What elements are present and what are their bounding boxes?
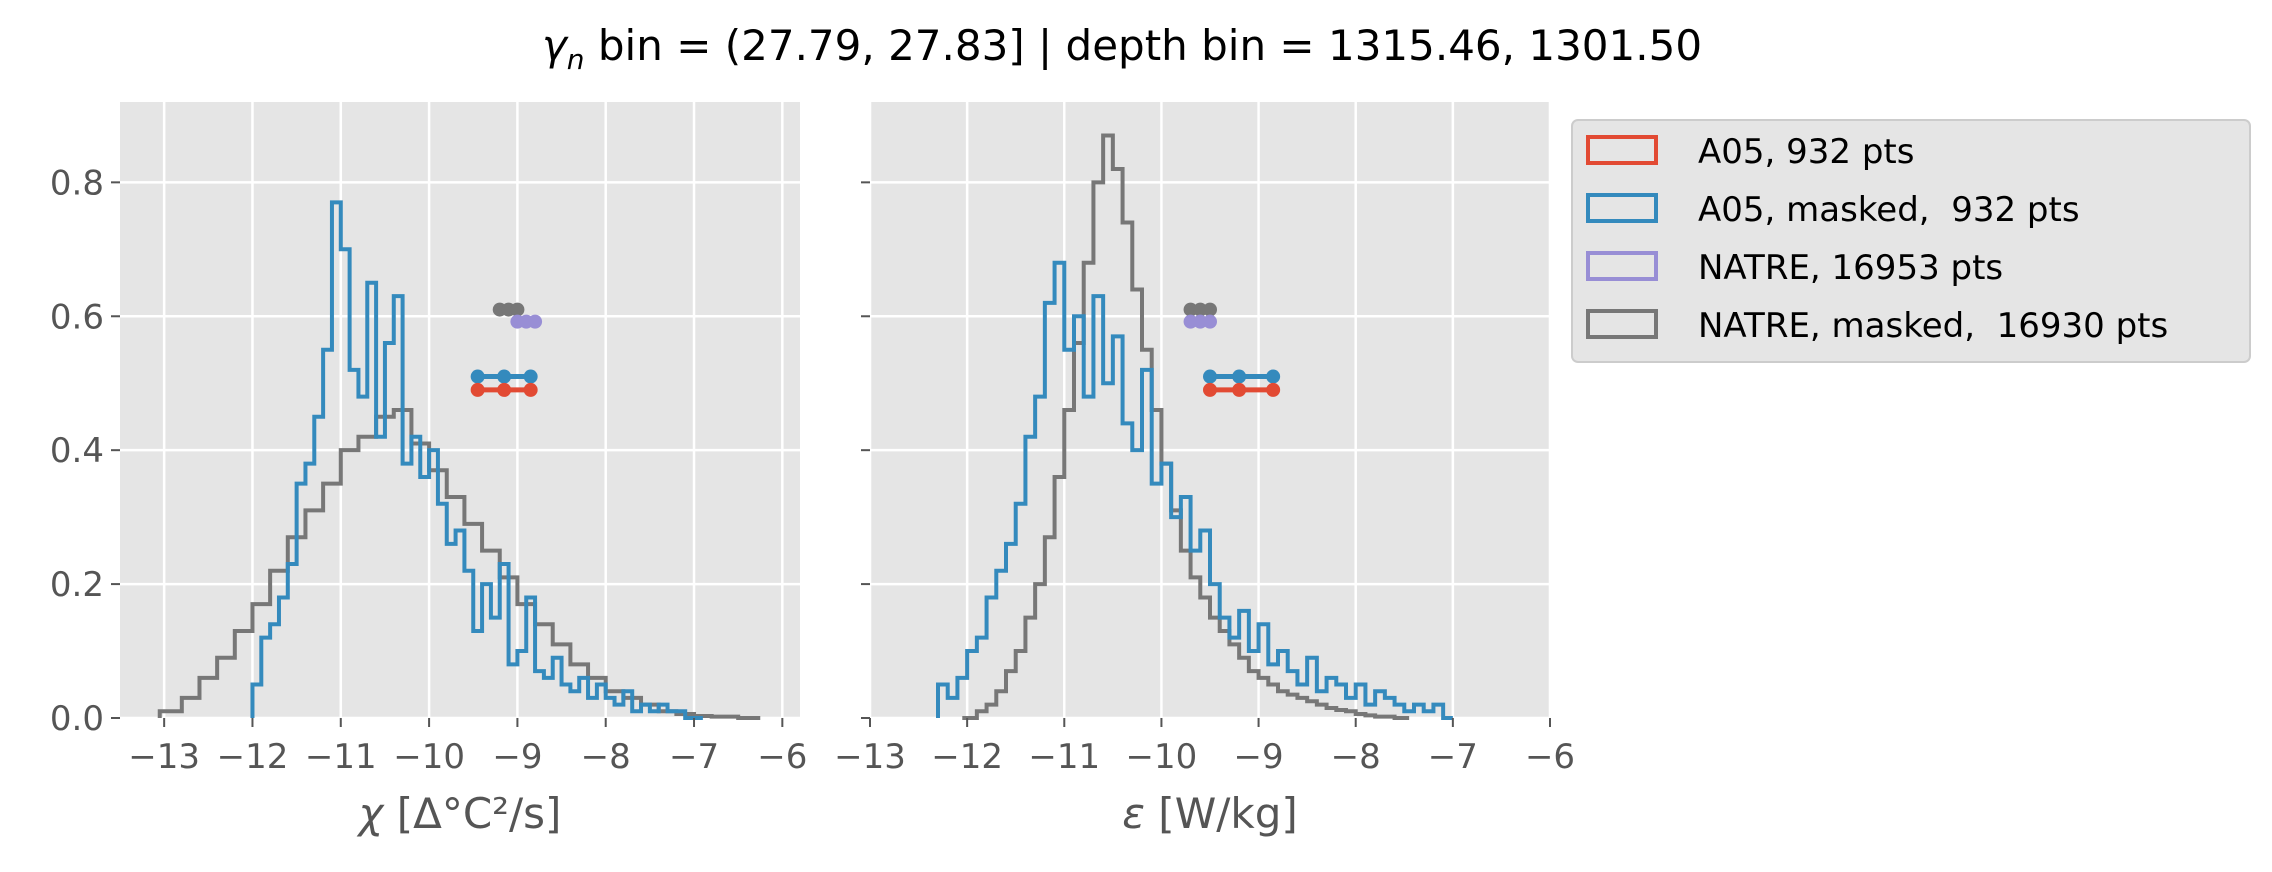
- histogram-step-line: [250, 200, 703, 720]
- percentile-marker: [1266, 369, 1281, 384]
- x-axis-label-units: [Δ°C²/s]: [383, 789, 561, 838]
- y-tick-label: 0.8: [50, 163, 104, 203]
- series-group: [157, 200, 761, 720]
- x-axis-label-symbol: ε: [1122, 789, 1145, 838]
- legend-swatch: [1586, 135, 1658, 165]
- percentile-marker: [1203, 302, 1217, 317]
- x-tick-label: −8: [581, 737, 631, 777]
- title-text: bin = (27.79, 27.83] | depth bin = 1315.…: [585, 21, 1703, 70]
- legend-swatch: [1586, 309, 1658, 339]
- legend-entry: A05, masked, 932 pts: [1586, 190, 2080, 230]
- y-tick-label: 0.4: [50, 431, 104, 471]
- legend-entry: NATRE, 16953 pts: [1586, 248, 2003, 288]
- y-tick-label: 0.6: [50, 297, 104, 337]
- percentile-marker: [1203, 369, 1217, 384]
- percentile-marker: [1183, 302, 1198, 317]
- percentile-marker: [1203, 382, 1217, 397]
- percentile-marker: [1232, 369, 1247, 384]
- legend-label: NATRE, 16953 pts: [1698, 248, 2003, 288]
- x-tick-label: −7: [669, 737, 719, 777]
- x-axis-label-units: [W/kg]: [1145, 789, 1298, 838]
- error-bars-group: [1183, 302, 1281, 397]
- x-tick-label: −12: [931, 737, 1003, 777]
- percentile-marker: [1193, 314, 1208, 329]
- x-axis-label-symbol: χ: [357, 789, 386, 838]
- histogram-step-line: [962, 133, 1410, 720]
- percentile-marker: [470, 382, 485, 397]
- percentile-marker: [1266, 382, 1281, 397]
- legend-entry: NATRE, masked, 16930 pts: [1586, 306, 2168, 346]
- x-tick-label: −12: [217, 737, 289, 777]
- y-tick-label: 0.0: [50, 699, 104, 739]
- title-subscript: n: [567, 43, 585, 76]
- y-tick-label: 0.2: [50, 565, 104, 605]
- x-tick-label: −9: [492, 737, 542, 777]
- series-group: [936, 133, 1453, 720]
- x-tick-label: −10: [393, 737, 465, 777]
- legend-label: A05, 932 pts: [1698, 132, 1914, 172]
- x-tick-label: −6: [1525, 737, 1575, 777]
- percentile-marker: [523, 382, 538, 397]
- x-axis-label: χ [Δ°C²/s]: [357, 789, 562, 838]
- plot-background: [870, 102, 1550, 718]
- epsilon-histogram-panel: −13 −12 −11 −10 −9 −8 −7 −6 ε [W/kg]: [834, 102, 1575, 838]
- title-symbol: γ: [542, 21, 569, 70]
- x-tick-label: −13: [834, 737, 906, 777]
- legend-entry: A05, 932 pts: [1586, 132, 1914, 172]
- chi-histogram-panel: −13 −12 −11 −10 −9 −8 −7 −6 0.0 0.2 0.4 0.6 0.8 χ [Δ…: [50, 102, 807, 838]
- error-bars-group: [470, 302, 543, 397]
- percentile-marker: [1183, 314, 1198, 329]
- histogram-step-line: [936, 260, 1453, 720]
- percentile-marker: [1203, 314, 1217, 329]
- percentile-marker: [510, 302, 525, 317]
- axes-group: −13 −12 −11 −10 −9 −8 −7 −6: [834, 181, 1575, 777]
- percentile-marker: [470, 369, 485, 384]
- axes-group: −13 −12 −11 −10 −9 −8 −7 −6 0.0 0.2 0.4 0.6 0.8: [50, 163, 807, 777]
- figure-title: γn bin = (27.79, 27.83] | depth bin = 13…: [542, 21, 1702, 76]
- x-tick-label: −10: [1126, 737, 1198, 777]
- percentile-marker: [497, 382, 512, 397]
- legend-label: NATRE, masked, 16930 pts: [1698, 306, 2168, 346]
- legend-swatch: [1586, 251, 1658, 281]
- x-tick-label: −6: [757, 737, 807, 777]
- percentile-marker: [1232, 382, 1247, 397]
- legend: A05, 932 pts A05, masked, 932 pts NATRE,…: [1571, 119, 2251, 363]
- x-tick-label: −11: [305, 737, 377, 777]
- legend-swatch: [1586, 193, 1658, 223]
- x-tick-label: −13: [128, 737, 200, 777]
- x-axis-label: ε [W/kg]: [1122, 789, 1298, 838]
- x-tick-label: −9: [1234, 737, 1284, 777]
- legend-label: A05, masked, 932 pts: [1698, 190, 2080, 230]
- x-tick-label: −8: [1331, 737, 1381, 777]
- x-tick-label: −7: [1428, 737, 1478, 777]
- percentile-marker: [528, 314, 543, 329]
- percentile-marker: [523, 369, 538, 384]
- percentile-marker: [1193, 302, 1208, 317]
- plot-background: [120, 102, 800, 718]
- percentile-marker: [497, 369, 512, 384]
- x-tick-label: −11: [1028, 737, 1100, 777]
- legend-frame: [1571, 119, 2251, 363]
